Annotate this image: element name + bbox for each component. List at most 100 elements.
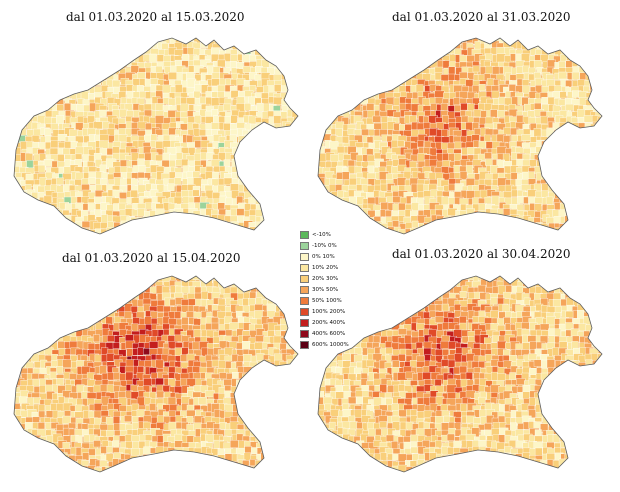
municipality <box>353 49 363 59</box>
municipality <box>356 38 364 40</box>
municipality <box>14 46 16 57</box>
municipality <box>349 84 356 92</box>
municipality <box>342 98 350 108</box>
municipality <box>18 354 26 364</box>
municipality <box>50 276 61 279</box>
municipality <box>474 41 482 51</box>
municipality <box>19 316 27 326</box>
municipality <box>367 47 377 58</box>
municipality <box>164 453 171 464</box>
municipality <box>174 177 182 185</box>
municipality <box>167 461 177 469</box>
municipality <box>56 54 64 62</box>
municipality <box>14 61 18 69</box>
municipality <box>180 286 190 294</box>
municipality <box>27 38 37 45</box>
municipality <box>144 152 153 162</box>
municipality <box>307 211 308 219</box>
municipality <box>106 353 115 362</box>
municipality <box>62 311 70 319</box>
municipality <box>398 41 408 49</box>
municipality <box>583 48 591 56</box>
municipality <box>101 43 110 53</box>
municipality <box>19 461 29 469</box>
municipality <box>337 53 345 60</box>
municipality <box>603 47 612 54</box>
municipality <box>503 127 511 135</box>
municipality <box>105 38 114 45</box>
municipality <box>50 280 59 290</box>
municipality <box>94 30 101 37</box>
municipality <box>555 236 563 241</box>
municipality <box>304 62 308 68</box>
municipality <box>380 38 388 47</box>
municipality <box>31 104 41 113</box>
municipality <box>522 38 531 43</box>
municipality <box>200 38 209 40</box>
municipality <box>367 73 375 81</box>
municipality <box>70 276 81 279</box>
municipality <box>100 305 110 314</box>
municipality <box>84 236 91 241</box>
municipality <box>132 459 139 469</box>
municipality <box>542 38 552 39</box>
municipality <box>598 79 602 88</box>
municipality <box>137 208 145 217</box>
municipality <box>392 38 399 39</box>
municipality <box>566 47 575 57</box>
municipality <box>361 67 368 77</box>
municipality <box>324 61 332 71</box>
municipality <box>318 90 328 101</box>
municipality <box>529 30 536 37</box>
municipality <box>344 60 354 68</box>
municipality <box>100 268 108 275</box>
municipality <box>324 110 333 121</box>
municipality <box>101 276 112 282</box>
municipality <box>187 220 197 228</box>
municipality <box>583 59 593 70</box>
municipality <box>20 342 31 352</box>
municipality <box>337 84 346 93</box>
municipality <box>460 227 470 234</box>
municipality <box>280 31 290 38</box>
municipality <box>336 204 346 212</box>
municipality <box>118 59 126 67</box>
municipality <box>21 268 29 275</box>
municipality <box>33 291 41 301</box>
municipality <box>83 43 92 52</box>
municipality <box>441 196 449 206</box>
municipality <box>318 72 319 81</box>
municipality <box>305 449 308 456</box>
municipality <box>82 298 90 307</box>
municipality <box>81 269 89 276</box>
municipality <box>304 172 308 180</box>
municipality <box>176 228 184 234</box>
municipality <box>279 47 289 56</box>
municipality <box>609 111 612 117</box>
municipality <box>331 43 342 53</box>
municipality <box>274 47 283 55</box>
municipality <box>374 227 384 234</box>
municipality <box>318 146 326 154</box>
municipality <box>511 235 521 240</box>
municipality <box>50 84 60 95</box>
municipality <box>604 104 611 110</box>
municipality <box>205 222 214 232</box>
municipality <box>597 154 602 162</box>
municipality <box>39 331 47 341</box>
municipality <box>478 140 486 149</box>
municipality <box>386 67 396 77</box>
municipality <box>20 300 28 310</box>
municipality <box>182 215 191 225</box>
municipality <box>286 379 294 389</box>
municipality <box>94 53 105 63</box>
municipality <box>158 38 166 40</box>
municipality <box>25 103 35 114</box>
municipality <box>230 440 239 448</box>
municipality <box>610 79 612 87</box>
municipality <box>459 55 468 63</box>
municipality <box>540 223 548 231</box>
municipality <box>14 196 22 207</box>
municipality <box>485 220 493 229</box>
municipality <box>45 442 54 452</box>
